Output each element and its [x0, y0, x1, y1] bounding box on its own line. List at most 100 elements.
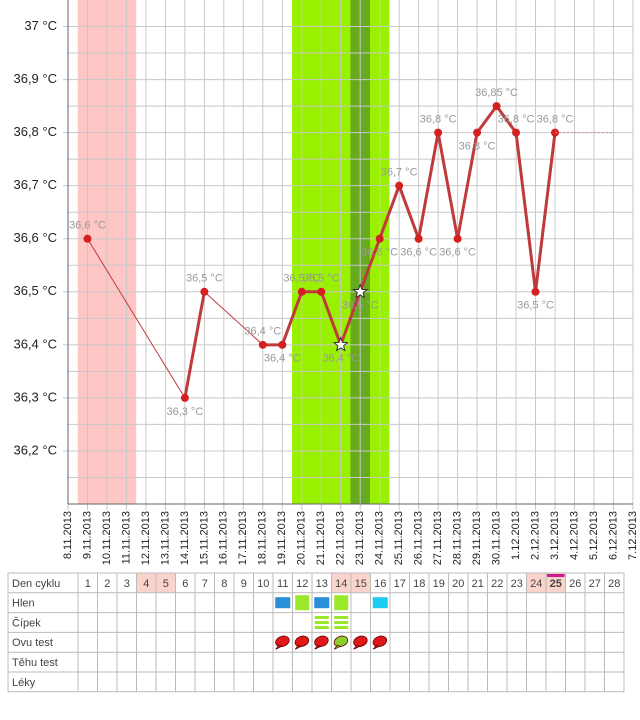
- data-point: [83, 234, 92, 243]
- x-tick-label: 23.11.2013: [354, 511, 366, 565]
- cycle-day: 12: [296, 578, 308, 590]
- point-label: 36,5 °C: [517, 300, 554, 312]
- point-label: 36,7 °C: [381, 167, 418, 179]
- point-label: 36,6 °C: [400, 247, 437, 259]
- shaded-cell: [331, 573, 351, 593]
- cycle-day: 18: [413, 578, 425, 590]
- line-segment: [319, 291, 343, 346]
- cycle-day: 2: [104, 578, 110, 590]
- cycle-day: 17: [394, 578, 406, 590]
- data-point: [200, 287, 209, 296]
- y-tick-label: 36,3 °C: [13, 389, 57, 404]
- cervix-mark: [334, 626, 349, 629]
- line-segment: [397, 185, 421, 240]
- ovu-test-tail: [294, 644, 303, 650]
- x-tick-label: 15.11.2013: [198, 511, 210, 565]
- x-tick-label: 11.11.2013: [120, 511, 132, 564]
- cycle-day: 24: [530, 578, 542, 590]
- data-point: [492, 102, 501, 111]
- cervix-mark: [314, 626, 329, 629]
- ovu-test-tail: [353, 644, 361, 650]
- cycle-day: 3: [124, 578, 130, 590]
- line-segment: [87, 238, 186, 399]
- x-tick-label: 4.12.2013: [568, 511, 580, 560]
- row-label: Den cyklu: [12, 578, 60, 590]
- data-point: [473, 128, 482, 137]
- cycle-day: 28: [608, 578, 620, 590]
- point-label: 36,5 °C: [303, 273, 340, 285]
- cervix-mark: [334, 621, 349, 624]
- data-point: [512, 128, 521, 137]
- point-label: 36,4 °C: [244, 326, 281, 338]
- point-label: 36,85 °C: [475, 87, 518, 99]
- x-tick-label: 14.11.2013: [179, 511, 191, 565]
- data-point: [278, 340, 287, 349]
- point-label: 36,5 °C: [186, 273, 223, 285]
- line-segment: [436, 132, 460, 240]
- cycle-day: 15: [355, 578, 367, 590]
- point-label: 36,4 °C: [264, 353, 301, 365]
- line-segment: [456, 132, 479, 240]
- x-tick-label: 12.11.2013: [140, 511, 152, 565]
- y-tick-label: 36,8 °C: [13, 124, 57, 139]
- cycle-day: 25: [550, 578, 562, 590]
- data-point: [531, 287, 540, 296]
- line-segment: [204, 291, 264, 346]
- star-point: [332, 336, 349, 352]
- ovu-test-mark: [275, 635, 290, 648]
- shaded-cell: [526, 573, 546, 593]
- data-point: [258, 340, 267, 349]
- line-segment: [280, 291, 304, 346]
- cycle-day: 26: [569, 578, 581, 590]
- x-tick-label: 16.11.2013: [218, 511, 230, 565]
- mucus-mark: [275, 597, 291, 609]
- cycle-day: 13: [316, 578, 328, 590]
- y-tick-label: 37 °C: [24, 18, 57, 33]
- mucus-mark: [314, 597, 330, 609]
- point-label: 36,8 °C: [537, 114, 574, 126]
- x-tick-label: 19.11.2013: [276, 511, 288, 565]
- line-segment: [495, 105, 518, 134]
- x-tick-label: 18.11.2013: [257, 511, 269, 565]
- data-point: [395, 181, 404, 190]
- shaded-cell: [156, 573, 176, 593]
- x-tick-label: 24.11.2013: [374, 511, 386, 565]
- x-tick-label: 5.12.2013: [588, 511, 600, 560]
- ovu-test-mark: [314, 635, 329, 648]
- data-point: [434, 128, 443, 137]
- x-tick-label: 28.11.2013: [452, 511, 464, 565]
- y-tick-label: 36,4 °C: [13, 336, 57, 351]
- x-tick-label: 25.11.2013: [393, 511, 405, 565]
- mucus-mark: [295, 595, 310, 611]
- x-tick-label: 13.11.2013: [159, 511, 171, 565]
- ovu-test-mark: [294, 635, 310, 648]
- cycle-day: 11: [277, 578, 288, 590]
- row-label: Těhu test: [12, 657, 58, 669]
- cervix-mark: [334, 616, 349, 619]
- x-tick-label: 6.12.2013: [607, 511, 619, 560]
- x-tick-label: 26.11.2013: [413, 511, 425, 565]
- x-tick-label: 1.12.2013: [510, 511, 522, 560]
- row-label: Léky: [12, 677, 36, 689]
- y-tick-label: 36,9 °C: [13, 71, 57, 86]
- x-tick-label: 20.11.2013: [296, 511, 308, 565]
- cycle-day: 21: [472, 578, 484, 590]
- x-tick-label: 29.11.2013: [471, 511, 483, 565]
- cycle-day: 16: [374, 578, 386, 590]
- cycle-day: 8: [221, 578, 227, 590]
- cycle-day: 19: [433, 578, 445, 590]
- shaded-cell: [351, 573, 371, 593]
- point-label: 36,5 °C: [283, 273, 320, 285]
- x-tick-label: 9.11.2013: [81, 511, 93, 559]
- cycle-day: 7: [202, 578, 208, 590]
- y-tick-label: 36,6 °C: [13, 230, 57, 245]
- point-label: 36,6 °C: [69, 220, 106, 232]
- cycle-day: 4: [143, 578, 149, 590]
- mucus-mark: [334, 595, 349, 611]
- today-bar: [547, 574, 565, 577]
- ovu-test-mark: [372, 635, 388, 648]
- line-segment: [339, 291, 362, 346]
- row-label: Ovu test: [12, 637, 53, 649]
- point-label: 36,8 °C: [498, 114, 535, 126]
